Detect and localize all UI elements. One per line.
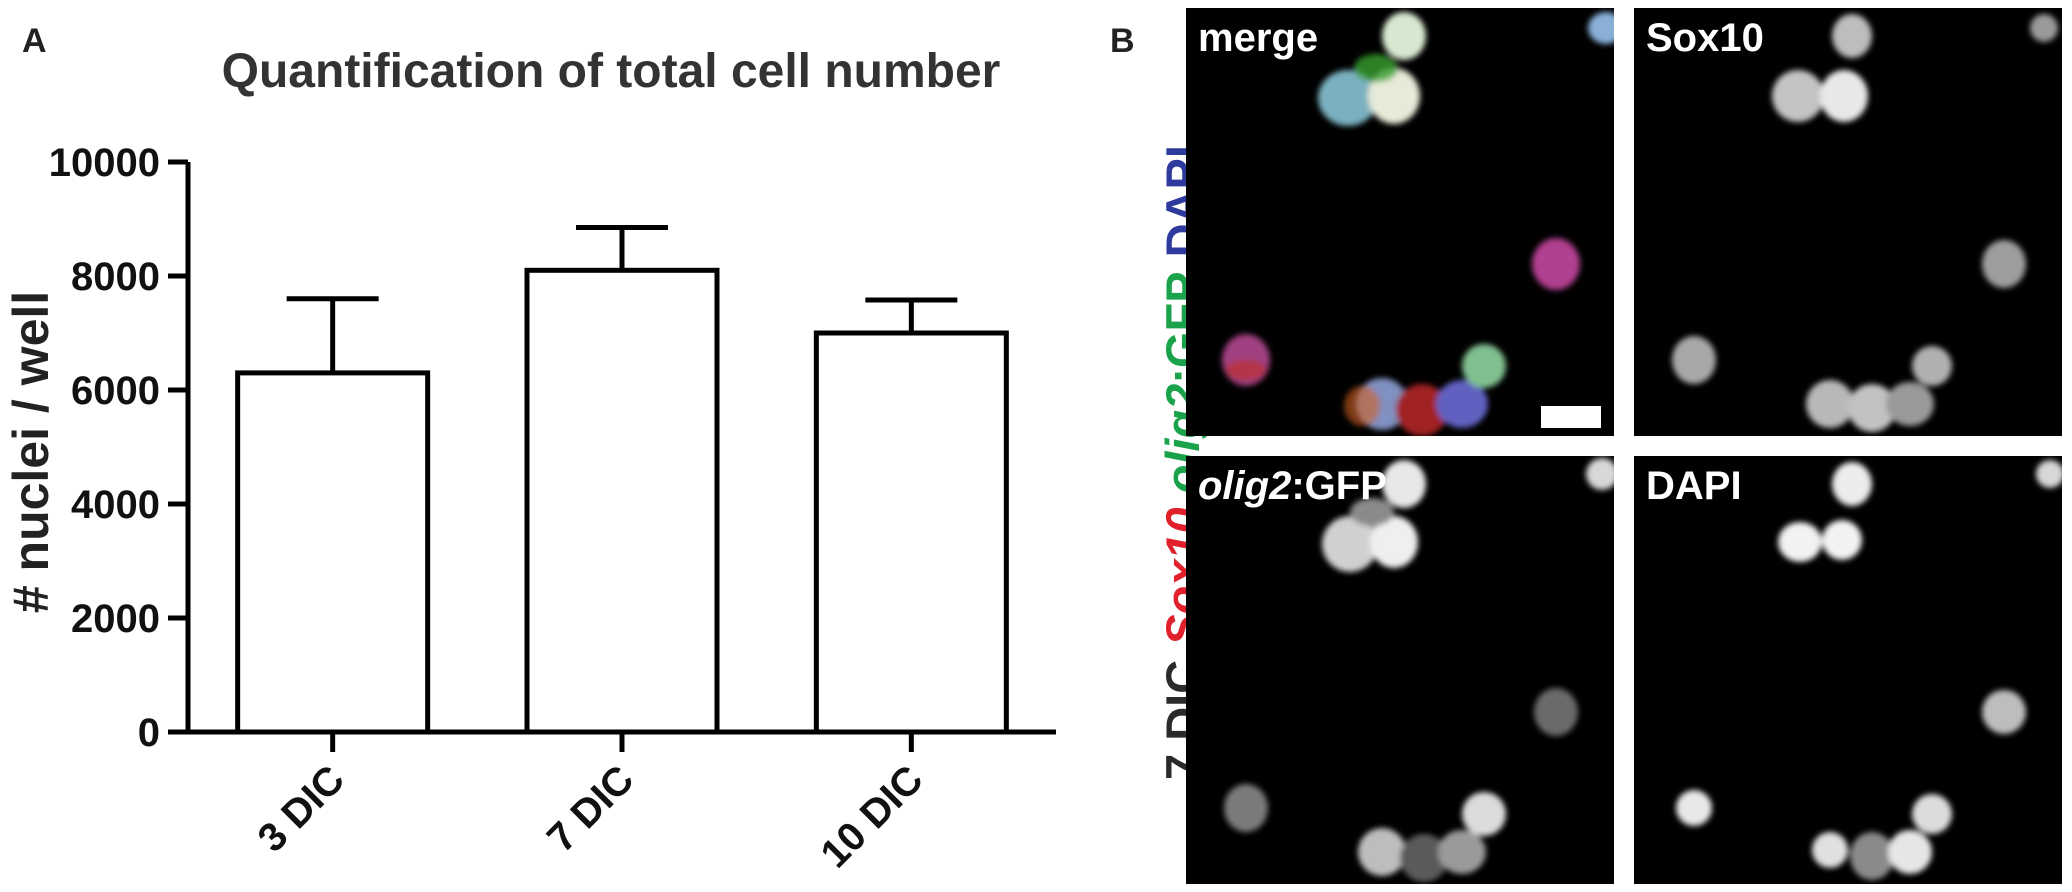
olig2-cells: [1224, 458, 1614, 882]
chart-title: Quantification of total cell number: [221, 45, 1001, 98]
sox10-label: Sox10: [1646, 16, 1764, 60]
y-tick-label: 6000: [71, 369, 160, 413]
y-axis: 0 2000 4000 6000 8000 10000: [49, 141, 191, 755]
panel-a-letter: A: [22, 22, 47, 60]
y-tick-label: 8000: [71, 255, 160, 299]
x-axis: 3 DIC 7 DIC 10 DIC: [186, 729, 1056, 876]
bars: [235, 267, 1009, 735]
olig2-label-gfp: :GFP: [1291, 464, 1387, 508]
x-tick-label: 3 DIC: [250, 757, 353, 860]
sox10-cells: [1672, 14, 2058, 432]
micrograph-sox10: Sox10: [1634, 8, 2062, 436]
x-tick-label: 10 DIC: [813, 757, 932, 876]
bar: [235, 370, 431, 735]
micrograph-merge: merge: [1186, 8, 1614, 436]
panel-b-letter: B: [1110, 22, 1135, 60]
olig2-label: olig2:GFP: [1198, 464, 1387, 509]
scale-bar: [1541, 406, 1601, 428]
micrograph-olig2-gfp: olig2:GFP: [1186, 456, 1614, 884]
error-bars: [286, 225, 958, 373]
olig2-label-gene: olig2: [1198, 464, 1292, 508]
x-tick-label: 7 DIC: [539, 757, 642, 860]
dapi-label: DAPI: [1646, 464, 1742, 508]
y-tick-label: 2000: [71, 597, 160, 641]
merge-cells: [1222, 12, 1614, 436]
y-tick-label: 4000: [71, 483, 160, 527]
y-axis-title: # nuclei / well: [3, 291, 59, 613]
micrograph-dapi: DAPI: [1634, 456, 2062, 884]
dapi-cells: [1676, 460, 2062, 880]
bar: [524, 267, 720, 735]
bar: [813, 330, 1009, 735]
merge-label: merge: [1198, 16, 1319, 60]
y-tick-label: 10000: [49, 141, 160, 185]
y-tick-label: 0: [138, 711, 160, 755]
